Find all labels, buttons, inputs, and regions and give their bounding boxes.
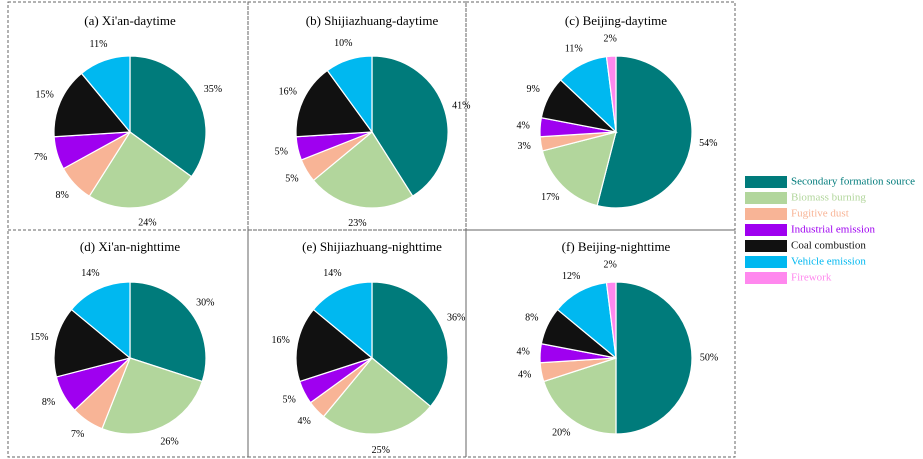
chart-title: (f) Beijing-nighttime	[562, 239, 671, 254]
panel-frame	[247, 229, 467, 458]
pie-slice	[101, 357, 204, 435]
pie-slice	[80, 55, 131, 134]
data-label: 11%	[90, 39, 108, 50]
legend-swatch	[745, 176, 787, 188]
data-label: 41%	[452, 100, 470, 111]
data-label: 36%	[447, 313, 465, 324]
legend-swatch	[745, 192, 787, 204]
data-label: 2%	[603, 33, 616, 44]
pie-slice	[129, 281, 207, 383]
chart-title: (d) Xi'an-nighttime	[80, 239, 180, 254]
pie-slice	[542, 357, 617, 435]
legend-text: Secondary formation source	[791, 176, 915, 188]
pie-slice	[88, 131, 193, 209]
pie-slice	[326, 55, 373, 134]
pie-slice	[312, 131, 414, 209]
pie-slice	[295, 308, 374, 383]
data-label: 17%	[541, 192, 559, 203]
legend-text: Industrial emission	[791, 224, 876, 236]
legend-swatch	[745, 240, 787, 252]
legend-text: Vehicle emission	[791, 256, 866, 268]
data-label: 14%	[323, 268, 341, 279]
data-label: 23%	[348, 218, 366, 229]
panel-frame	[7, 229, 249, 458]
panel-frame	[465, 229, 736, 458]
data-label: 2%	[603, 259, 616, 270]
legend-swatch	[745, 272, 787, 284]
data-label: 3%	[517, 141, 530, 152]
data-label: 8%	[56, 190, 69, 201]
pie-slice	[541, 131, 617, 207]
data-label: 5%	[282, 395, 295, 406]
data-label: 54%	[699, 138, 717, 149]
chart-title: (e) Shijiazhuang-nighttime	[302, 239, 442, 254]
data-label: 15%	[35, 89, 53, 100]
data-label: 35%	[204, 84, 222, 95]
data-label: 7%	[71, 429, 84, 440]
panel-frames	[7, 1, 736, 458]
panel-frame	[465, 1, 736, 231]
data-label: 9%	[526, 84, 539, 95]
pie-slice	[596, 55, 693, 209]
legend-text: Coal combustion	[791, 240, 866, 252]
data-label: 4%	[517, 346, 530, 357]
data-label: 12%	[562, 271, 580, 282]
data-label: 11%	[565, 43, 583, 54]
legend-text: Biomass burning	[791, 192, 866, 204]
data-label: 25%	[372, 445, 390, 456]
legend-swatch	[745, 256, 787, 268]
data-label: 4%	[518, 370, 531, 381]
data-label: 26%	[160, 436, 178, 447]
data-label: 14%	[81, 268, 99, 279]
data-label: 16%	[279, 87, 297, 98]
legend-swatch	[745, 224, 787, 236]
data-label: 30%	[196, 298, 214, 309]
data-label: 24%	[138, 218, 156, 229]
data-label: 20%	[552, 428, 570, 439]
pie-slice	[295, 69, 374, 138]
legend-swatch	[745, 208, 787, 220]
data-label: 4%	[517, 120, 530, 131]
legend-text: Fugitive dust	[791, 208, 849, 220]
pie-slice	[53, 72, 132, 138]
data-label: 8%	[525, 313, 538, 324]
data-label: 7%	[34, 152, 47, 163]
pie-slice	[605, 281, 617, 359]
pie-slice	[129, 55, 207, 178]
data-label: 5%	[275, 147, 288, 158]
data-label: 16%	[271, 335, 289, 346]
pie-slice	[615, 281, 693, 435]
pie-slice	[70, 281, 131, 360]
pie-slice	[53, 308, 132, 378]
data-label: 4%	[298, 416, 311, 427]
pie-slice	[322, 357, 432, 435]
chart-title: (c) Beijing-daytime	[565, 13, 667, 28]
pie-slice	[312, 281, 373, 360]
chart-title: (b) Shijiazhuang-daytime	[306, 13, 439, 28]
legend-text: Firework	[791, 272, 832, 284]
data-label: 15%	[30, 332, 48, 343]
data-label: 8%	[42, 397, 55, 408]
data-label: 50%	[700, 352, 718, 363]
pie-slice	[605, 55, 617, 133]
data-label: 10%	[334, 38, 352, 49]
chart-title: (a) Xi'an-daytime	[84, 13, 176, 28]
pie-slice	[371, 281, 449, 408]
data-label: 5%	[285, 174, 298, 185]
